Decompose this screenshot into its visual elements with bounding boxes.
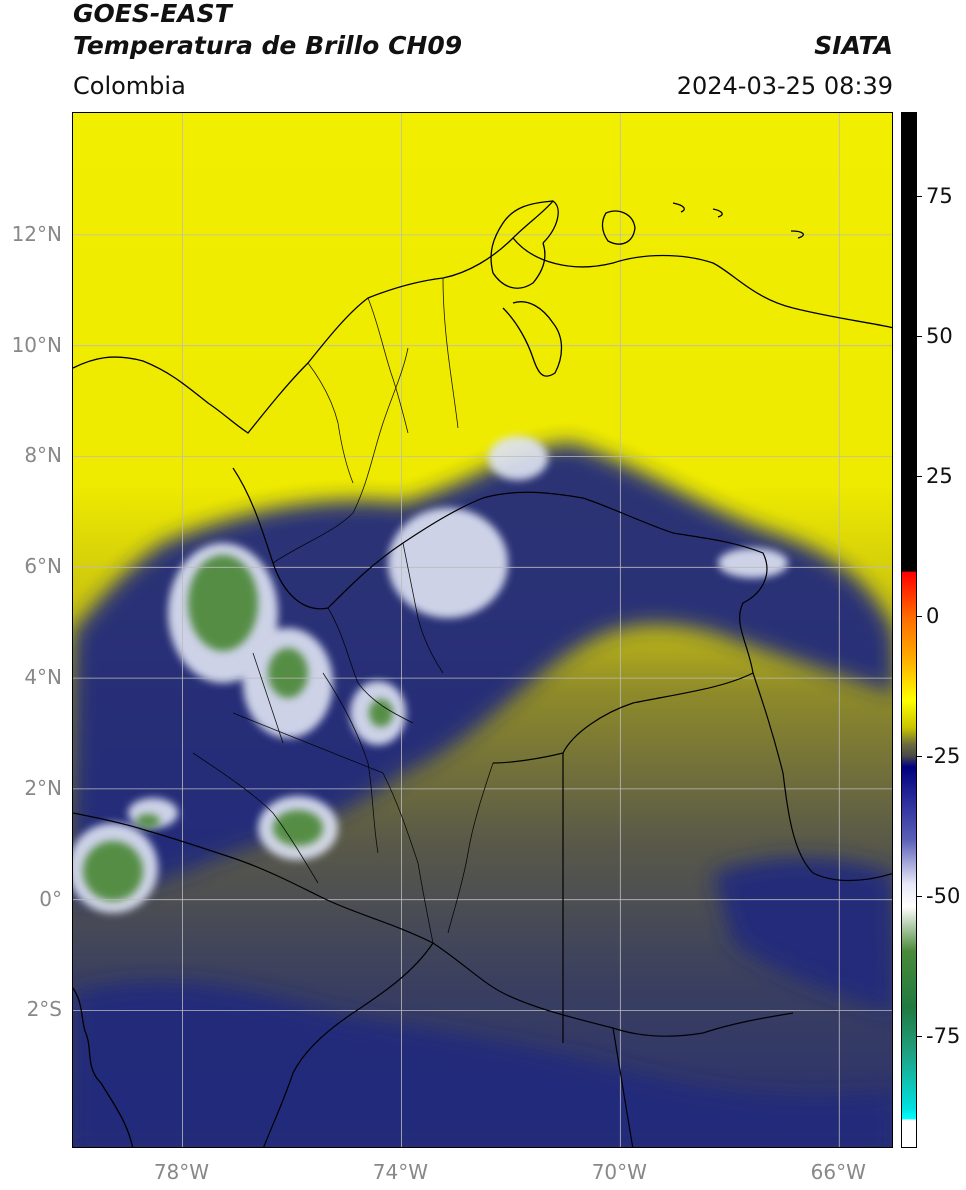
colorbar-tick-label: -75 [926, 1024, 961, 1048]
lat-tick-label: 8°N [24, 443, 62, 468]
graticule [73, 113, 892, 1147]
region-label: Colombia [73, 72, 186, 100]
colorbar-tick [917, 756, 922, 757]
map-canvas [73, 113, 892, 1147]
colorbar-tick [917, 476, 922, 477]
department-borders [192, 277, 494, 944]
cloud-coldest-layer [83, 555, 393, 901]
lat-tick-label: 2°S [26, 997, 62, 1022]
lat-tick-label: 6°N [24, 554, 62, 579]
colorbar-tick-label: 0 [926, 604, 940, 628]
satellite-map[interactable] [72, 112, 893, 1148]
coastlines [73, 200, 892, 1147]
title-line1: GOES-EAST [73, 0, 232, 28]
colorbar-tick-label: 50 [926, 324, 953, 348]
colorbar-tick [917, 336, 922, 337]
lon-tick-label: 74°W [372, 1160, 428, 1184]
lat-tick-label: 2°N [24, 775, 62, 800]
colorbar-tick [917, 1036, 922, 1037]
colorbar-tick [917, 616, 922, 617]
colorbar-tick [917, 196, 922, 197]
lon-tick-label: 78°W [153, 1160, 210, 1184]
colorbar-tick [917, 896, 922, 897]
title-line2: Temperatura de Brillo CH09 [73, 31, 463, 60]
lat-tick-label: 10°N [11, 332, 62, 357]
lat-tick-label: 4°N [24, 665, 62, 690]
colorbar-tick-label: 25 [926, 464, 953, 488]
colorbar-tick-label: 75 [926, 184, 953, 208]
timestamp-label: 2024-03-25 08:39 [676, 72, 893, 100]
lon-tick-label: 66°W [810, 1160, 866, 1184]
country-borders [73, 467, 892, 1147]
colorbar [901, 112, 917, 1148]
brand-label: SIATA [814, 31, 893, 60]
lat-tick-label: 12°N [11, 221, 62, 246]
lon-tick-label: 70°W [591, 1160, 647, 1184]
cloud-deep-layer [73, 443, 892, 1147]
colorbar-tick-label: -25 [926, 744, 961, 768]
lat-tick-label: 0° [39, 886, 62, 911]
colorbar-tick-label: -50 [926, 884, 961, 908]
